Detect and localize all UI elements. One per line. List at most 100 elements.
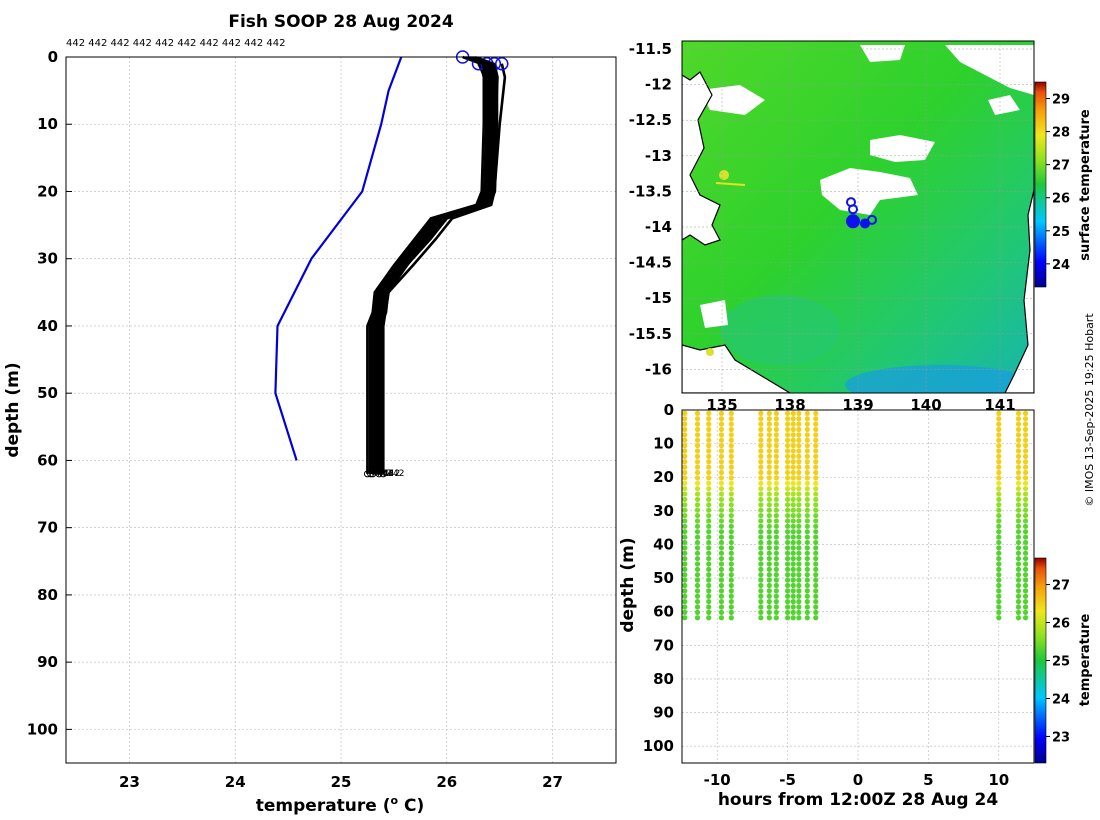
section-sample <box>1022 426 1029 433</box>
section-sample <box>728 545 734 551</box>
section-sample <box>728 582 734 589</box>
section-sample <box>682 410 688 416</box>
ship-track-point <box>867 214 877 225</box>
section-sample <box>1022 572 1029 578</box>
section-sample <box>728 577 734 583</box>
section-y-tick-label: 40 <box>653 535 674 553</box>
section-sample <box>804 555 810 562</box>
section-sample <box>682 480 688 486</box>
section-sample <box>996 453 1002 459</box>
section-sample <box>766 529 772 535</box>
coastline-east <box>1004 189 1034 393</box>
section-sample <box>785 443 791 449</box>
section-sample <box>728 416 734 422</box>
lon-tick-label: 138 <box>774 396 805 414</box>
section-sample <box>785 453 791 459</box>
section-sample <box>790 615 796 621</box>
section-sample <box>796 534 802 540</box>
section-sample <box>790 432 796 438</box>
lat-tick-label: -12.5 <box>629 111 672 129</box>
section-sample <box>718 448 725 454</box>
section-sample <box>796 512 802 519</box>
section-y-tick-label: 20 <box>653 468 674 486</box>
section-sample <box>773 496 779 503</box>
section-sample <box>758 572 764 578</box>
section-sample <box>766 599 772 605</box>
section-sample <box>1015 550 1022 556</box>
section-sample <box>785 426 791 433</box>
x-tick-label: 24 <box>225 773 246 791</box>
section-sample <box>706 410 712 416</box>
section-sample <box>790 480 796 486</box>
temperature-colorbar: 23 24 25 26 27 temperature <box>1034 557 1093 764</box>
sst-colorbar: 24 25 26 27 28 29 surface temperature <box>1034 81 1093 288</box>
section-sample <box>706 550 712 556</box>
section-sample <box>813 464 819 470</box>
section-sample <box>718 529 725 535</box>
section-sample <box>813 480 819 486</box>
section-sample <box>813 437 819 443</box>
lat-tick-label: -12 <box>645 76 672 94</box>
section-sample <box>813 453 819 459</box>
section-sample <box>758 410 764 416</box>
section-sample <box>1015 502 1022 508</box>
x-tick-label: 27 <box>542 773 563 791</box>
section-sample <box>804 545 810 551</box>
section-y-tick-label: 100 <box>643 737 674 755</box>
section-sample <box>796 518 802 524</box>
section-sample <box>1015 475 1022 481</box>
imos-credit: © IMOS 13-Sep-2025 19:25 Hobart <box>1083 313 1096 507</box>
section-sample <box>1022 615 1029 621</box>
section-sample <box>694 469 701 476</box>
section-sample <box>813 426 819 433</box>
section-sample <box>718 480 725 486</box>
section-sample <box>718 599 725 605</box>
section-sample <box>694 609 701 615</box>
section-sample <box>804 588 810 594</box>
section-sample <box>766 502 772 508</box>
lat-tick-label: -16 <box>645 360 672 378</box>
section-sample <box>694 566 701 572</box>
section-sample <box>785 529 791 535</box>
section-sample <box>682 561 688 567</box>
section-sample <box>796 496 802 503</box>
section-sample <box>766 518 772 524</box>
cast-line <box>368 56 487 474</box>
section-sample <box>682 539 688 546</box>
section-sample <box>796 555 802 562</box>
section-sample <box>758 469 764 476</box>
section-y-tick-label: 70 <box>653 636 674 654</box>
section-sample <box>728 604 734 610</box>
section-sample <box>996 582 1002 589</box>
section-sample <box>773 555 779 562</box>
section-sample <box>804 416 810 422</box>
section-sample <box>728 523 734 529</box>
section-sample <box>682 555 688 562</box>
section-sample <box>996 437 1002 443</box>
section-sample <box>718 507 725 513</box>
section-sample <box>1015 572 1022 578</box>
section-sample <box>766 507 772 513</box>
section-sample <box>694 507 701 513</box>
section-sample <box>785 555 791 562</box>
section-sample <box>1015 480 1022 486</box>
section-sample <box>682 529 688 535</box>
colorbar-tick-label: 29 <box>1052 93 1070 108</box>
section-sample <box>1022 599 1029 605</box>
section-sample <box>796 550 802 556</box>
section-sample <box>813 599 819 605</box>
section-sample <box>706 486 712 492</box>
section-x-tick-label: -10 <box>704 771 731 789</box>
section-sample <box>766 459 772 465</box>
section-sample <box>1015 421 1022 427</box>
section-sample <box>766 561 772 567</box>
section-sample <box>785 599 791 605</box>
section-sample <box>758 555 764 562</box>
section-sample <box>1022 507 1029 513</box>
section-sample <box>766 491 772 497</box>
section-sample <box>785 437 791 443</box>
section-sample <box>1015 459 1022 465</box>
section-sample <box>773 464 779 470</box>
climatology-line <box>274 56 403 461</box>
section-sample <box>785 475 791 481</box>
